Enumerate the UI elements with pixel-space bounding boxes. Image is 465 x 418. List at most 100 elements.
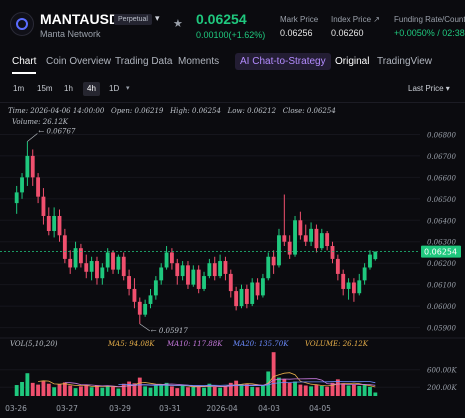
ohlc-open: Open: 0.06219 [110, 107, 164, 115]
candle-body [68, 258, 73, 268]
volume-bar [46, 383, 51, 396]
volume-bar [335, 379, 340, 396]
price-tick-label: 0.06800 [427, 131, 456, 139]
candle-body [341, 273, 346, 289]
price-type-select[interactable]: Last Price ▾ [408, 84, 450, 93]
candle-body [212, 263, 217, 277]
candle-body [351, 282, 356, 294]
volume-bar [159, 384, 164, 396]
volume-bar [341, 383, 346, 396]
volume-bar [132, 383, 137, 396]
volume-bar [111, 386, 115, 396]
view-original[interactable]: Original [335, 56, 370, 67]
symbol-name[interactable]: MANTAUSDT [40, 11, 128, 27]
candle-body [250, 282, 255, 304]
volume-bar [357, 385, 362, 396]
candle-body [95, 261, 99, 279]
last-price-tag-bg [421, 245, 461, 258]
candle-body [78, 248, 83, 264]
interval-dropdown-chevron-icon[interactable]: ▾ [126, 85, 130, 92]
candle-body [62, 235, 67, 259]
candle-body [36, 177, 41, 197]
tab-trading-data[interactable]: Trading Data [115, 56, 173, 67]
symbol-dropdown-chevron-icon[interactable]: ▾ [155, 13, 160, 23]
index-price-label[interactable]: Index Price ↗ [331, 15, 380, 24]
volume-bar [239, 384, 244, 396]
candle-body [41, 196, 46, 216]
candle-body [73, 248, 78, 268]
volume-bar [368, 386, 372, 396]
price-tick-label: 0.05900 [427, 325, 456, 333]
volume-bar [325, 386, 330, 396]
volume-bar [41, 381, 46, 396]
high-annotation-leader [27, 133, 38, 142]
candle-body [202, 276, 206, 289]
candle-body [137, 301, 142, 315]
volume-bar [250, 386, 255, 396]
volume-bar [180, 385, 185, 396]
candle-body [186, 265, 190, 285]
volume-bar [30, 382, 35, 396]
price-change: 0.00100(+1.62%) [196, 30, 266, 40]
view-tradingview[interactable]: TradingView [377, 56, 433, 67]
candle-body [244, 288, 249, 304]
price-tick-label: 0.06700 [427, 153, 456, 161]
volume-bar [148, 387, 153, 396]
interval-15m[interactable]: 15m [37, 84, 53, 93]
volume-bar [319, 385, 324, 396]
volume-bar [234, 380, 239, 396]
interval-1d[interactable]: 1D [109, 84, 120, 93]
candle-body [357, 280, 362, 294]
volume-bar [330, 382, 335, 396]
tab-moments[interactable]: Moments [178, 56, 220, 67]
volume-bar [153, 385, 158, 396]
volume-bar [25, 373, 30, 396]
funding-rate-label: Funding Rate/Countd [394, 15, 465, 24]
volume-bar [73, 388, 78, 396]
candle-body [368, 254, 372, 268]
volume-bar [228, 382, 233, 396]
favorite-star-icon[interactable]: ★ [173, 18, 183, 30]
candle-body [335, 258, 340, 274]
volume-bar [293, 381, 297, 396]
candle-body [223, 261, 228, 274]
index-price-value: 0.06260 [331, 28, 364, 38]
interval-4h[interactable]: 4h [83, 82, 100, 96]
volume-bar [84, 384, 89, 396]
vol-indicator-label[interactable]: VOL(5,10,20) [10, 340, 58, 348]
volume-bar [191, 386, 196, 396]
tab-coin-overview[interactable]: Coin Overview [46, 56, 112, 67]
date-tick-label: 2026-04 [206, 404, 238, 413]
manta-logo-mark [16, 18, 28, 30]
ma5-line [38, 372, 376, 388]
candle-body [234, 291, 239, 307]
ticker-header: MANTAUSDT Perpetual ▾ Manta Network ★ 0.… [0, 0, 465, 48]
volume-value-label: VOLUME: 26.12K [305, 340, 368, 348]
volume-tick-label: 600.00K [427, 367, 457, 375]
ma10-label: MA10: 117.88K [167, 340, 223, 348]
candle-body [271, 256, 276, 266]
last-price: 0.06254 [196, 11, 247, 27]
candle-body [287, 241, 292, 255]
date-tick-label: 03-26 [5, 404, 27, 413]
candle-body [277, 235, 281, 266]
tab-chart[interactable]: Chart [12, 56, 37, 67]
candle-body [228, 273, 233, 292]
candle-body [298, 220, 303, 236]
volume-tick-label: 200.00K [426, 384, 457, 392]
candle-body [20, 177, 24, 193]
ohlc-high: High: 0.06254 [170, 107, 221, 115]
volume-bar [116, 388, 121, 396]
candle-body [255, 282, 260, 296]
ai-chat-to-strategy-button[interactable]: AI Chat-to-Strategy [235, 53, 331, 70]
candle-body [116, 256, 121, 270]
interval-1m[interactable]: 1m [13, 84, 25, 93]
volume-bar [121, 383, 126, 396]
candle-body [196, 269, 201, 289]
volume-bar [271, 352, 276, 396]
candle-body [105, 252, 110, 268]
volume-bar [260, 385, 265, 396]
volume-bar [62, 382, 67, 396]
interval-1h[interactable]: 1h [64, 84, 73, 93]
